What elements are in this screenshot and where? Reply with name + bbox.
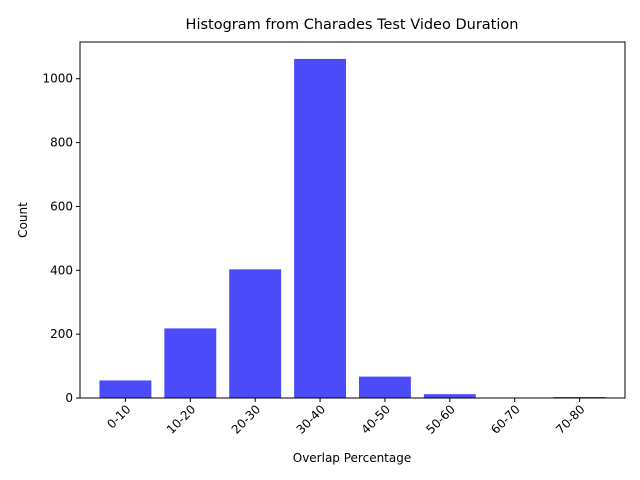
plot-frame <box>79 41 626 399</box>
bar-20-30 <box>229 269 282 398</box>
y-tick-label: 600 <box>50 199 73 213</box>
x-tick-label: 30-40 <box>294 402 329 437</box>
x-ticks: 0-10 10-20 20-30 30-40 40-50 50-60 60-70 70-80 <box>104 398 588 437</box>
y-tick-label: 400 <box>50 263 73 277</box>
x-tick-label: 40-50 <box>359 402 394 437</box>
bars-group <box>99 58 606 399</box>
y-tick-label: 1000 <box>42 72 73 86</box>
y-axis-label: Count <box>16 202 30 238</box>
x-axis-label: Overlap Percentage <box>293 451 412 465</box>
bar-0-10 <box>99 380 152 398</box>
x-tick-label: 10-20 <box>164 402 199 437</box>
chart-title: Histogram from Charades Test Video Durat… <box>186 17 519 33</box>
bar-40-50 <box>358 376 411 398</box>
y-tick-label: 0 <box>65 391 73 405</box>
bar-10-20 <box>164 328 217 398</box>
x-tick-label: 0-10 <box>104 402 133 431</box>
x-tick-label: 60-70 <box>488 402 523 437</box>
bar-50-60 <box>423 394 476 398</box>
bar-30-40 <box>294 58 347 399</box>
x-tick-label: 20-30 <box>229 402 264 437</box>
y-tick-label: 800 <box>50 136 73 150</box>
y-tick-label: 200 <box>50 327 73 341</box>
x-tick-label: 50-60 <box>423 402 458 437</box>
x-tick-label: 70-80 <box>553 402 588 437</box>
y-ticks: 0 200 400 600 800 1000 <box>42 72 80 405</box>
